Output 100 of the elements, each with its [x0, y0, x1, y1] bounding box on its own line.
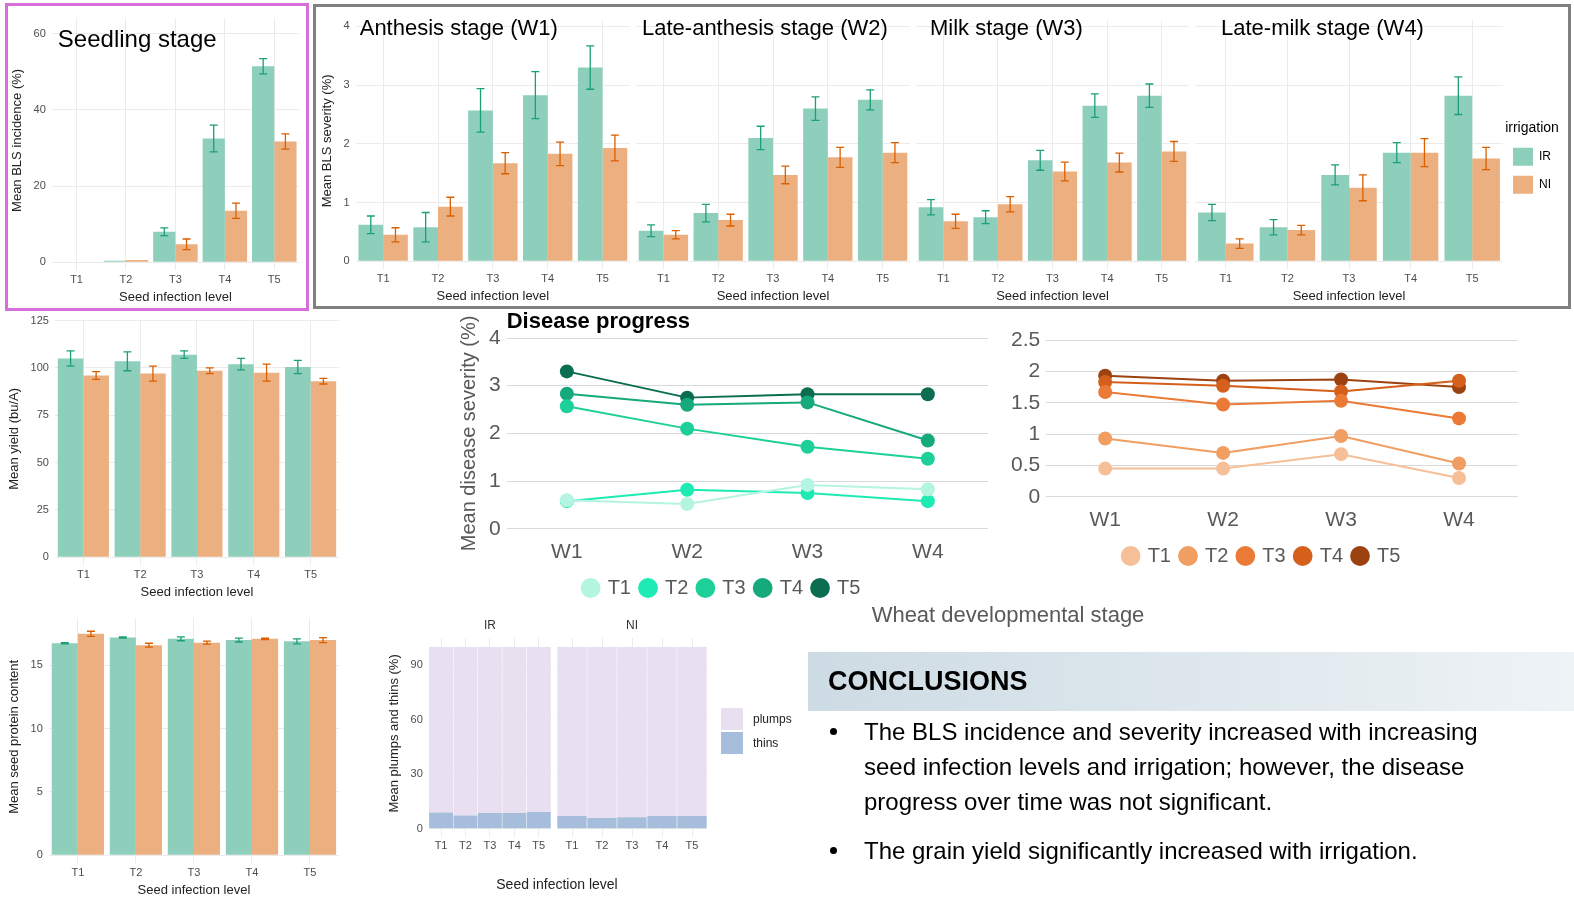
y-tick-label: 100	[30, 360, 49, 373]
bar	[1410, 152, 1439, 261]
y-axis-title: Mean seed protein content	[6, 659, 22, 814]
y-tick-label: 5	[36, 784, 43, 797]
bar	[175, 244, 198, 262]
y-tick-label: 25	[36, 502, 49, 515]
y-tick-label: 0	[488, 515, 501, 539]
x-tick-label: T4	[1100, 271, 1114, 284]
y-tick-label: 60	[33, 26, 46, 39]
bar	[693, 213, 719, 261]
x-tick-label: T5	[532, 839, 546, 852]
point	[1216, 378, 1231, 393]
bar	[228, 364, 254, 557]
x-tick-label: T5	[596, 271, 609, 284]
bar	[748, 137, 773, 261]
bar	[468, 110, 493, 261]
bar	[973, 217, 998, 261]
chart-title: Late-anthesis stage (W2)	[642, 14, 888, 41]
x-tick-label: T5	[876, 271, 890, 284]
x-tick-label: T1	[76, 567, 90, 580]
bar	[252, 66, 275, 262]
y-tick-label: 0	[42, 550, 49, 563]
bar	[523, 95, 548, 261]
x-tick-label: W1	[1089, 507, 1121, 531]
x-tick-label: T1	[70, 272, 83, 285]
x-tick-label: T4	[218, 272, 232, 285]
x-tick-label: W3	[791, 539, 824, 563]
y-axis-title: Mean yield (bu/A)	[6, 387, 22, 490]
x-tick-label: W3	[1325, 507, 1357, 531]
x-tick-label: T2	[459, 839, 472, 852]
bar	[202, 138, 225, 262]
bar	[114, 361, 141, 557]
bar	[1082, 105, 1108, 261]
legend-label: NI	[1539, 177, 1551, 192]
bar	[358, 224, 384, 261]
y-tick-label: 1.5	[1010, 389, 1041, 413]
x-tick-label: T3	[1046, 271, 1059, 284]
x-axis-title: Seed infection level	[137, 881, 251, 897]
bar	[1382, 152, 1411, 261]
x-tick-label: T3	[766, 271, 780, 284]
x-tick-label: T1	[936, 271, 950, 284]
point	[680, 397, 695, 412]
x-tick-label: W2	[1207, 507, 1239, 531]
bar	[602, 147, 628, 261]
x-tick-label: T2	[595, 839, 609, 852]
bar	[171, 354, 197, 557]
bar	[997, 204, 1023, 261]
chart-title: NI	[625, 618, 639, 632]
chart-title: Disease progress	[506, 308, 691, 334]
point	[1098, 431, 1113, 446]
legend-label: IR	[1539, 149, 1552, 164]
bar	[492, 163, 518, 261]
y-tick-label: 2	[1028, 358, 1041, 382]
bar	[153, 231, 176, 262]
bar	[83, 375, 109, 557]
y-tick-label: 90	[410, 658, 423, 671]
bar	[1349, 187, 1377, 261]
point	[680, 421, 695, 436]
y-tick-label: 15	[30, 658, 43, 671]
point	[680, 497, 695, 511]
y-tick-label: 2	[488, 420, 501, 444]
point	[1334, 393, 1349, 408]
y-tick-label: 125	[30, 313, 49, 326]
bar	[57, 358, 84, 557]
bar	[882, 152, 908, 261]
x-tick-label: T4	[507, 839, 521, 852]
x-tick-label: T4	[245, 865, 259, 878]
y-tick-label: 2	[343, 136, 350, 149]
y-tick-label: 0	[36, 848, 43, 861]
text: CONCLUSIONS	[828, 666, 1028, 697]
legend-title: irrigation	[1505, 118, 1559, 135]
x-tick-label: T3	[486, 271, 500, 284]
x-tick-label: T4	[1404, 271, 1418, 284]
point	[800, 439, 815, 454]
point	[1098, 385, 1113, 400]
y-tick-label: 0	[343, 254, 350, 267]
bar	[1107, 162, 1132, 261]
point	[920, 433, 935, 448]
y-tick-label: 20	[33, 179, 46, 192]
y-tick-label: 0.5	[1010, 452, 1041, 476]
bar	[547, 153, 573, 261]
bar	[943, 221, 968, 261]
point	[1098, 461, 1113, 476]
bar	[274, 141, 297, 262]
point	[1334, 428, 1349, 443]
x-tick-label: T3	[187, 865, 201, 878]
bar	[224, 210, 248, 262]
x-tick-label: T5	[1155, 271, 1169, 284]
y-axis-title: Mean plumps and thins (%)	[386, 654, 402, 813]
x-tick-label: T1	[376, 271, 390, 284]
bar	[1287, 230, 1316, 261]
y-tick-label: 4	[488, 324, 501, 348]
bar	[1137, 95, 1162, 261]
x-tick-label: T5	[685, 839, 699, 852]
bar	[1321, 174, 1349, 261]
bar	[1259, 227, 1288, 261]
bar	[253, 372, 280, 557]
x-axis-title: Seed infection level	[996, 287, 1109, 303]
y-tick-label: 0	[416, 821, 423, 834]
x-tick-label: T3	[1342, 271, 1356, 284]
